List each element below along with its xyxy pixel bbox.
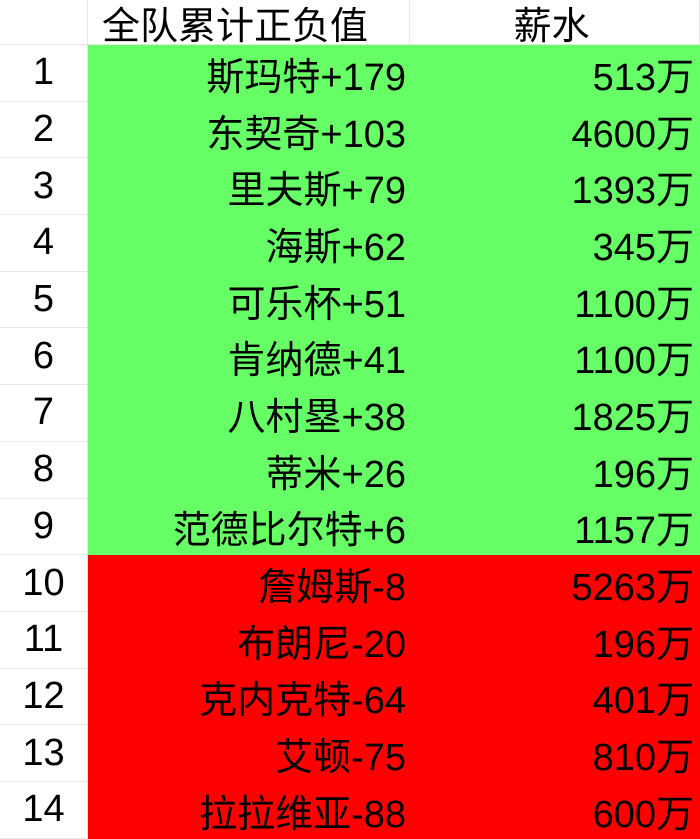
salary-cell[interactable]: 345万 bbox=[410, 215, 700, 272]
table-row: 14 拉拉维亚-88 600万 bbox=[0, 781, 700, 839]
salary-cell[interactable]: 5263万 bbox=[410, 555, 700, 612]
salary-cell[interactable]: 1100万 bbox=[410, 328, 700, 386]
row-number[interactable]: 9 bbox=[0, 498, 88, 556]
table-row: 10 詹姆斯-8 5263万 bbox=[0, 555, 700, 612]
plus-minus-cell[interactable]: 海斯+62 bbox=[88, 215, 410, 272]
table-row: 13 艾顿-75 810万 bbox=[0, 725, 700, 782]
header-row: 全队累计正负值 薪水 bbox=[0, 0, 700, 48]
salary-cell[interactable]: 196万 bbox=[410, 441, 700, 499]
table-row: 8 蒂米+26 196万 bbox=[0, 441, 700, 499]
salary-cell[interactable]: 196万 bbox=[410, 611, 700, 669]
plus-minus-cell[interactable]: 东契奇+103 bbox=[88, 101, 410, 159]
plus-minus-cell[interactable]: 斯玛特+179 bbox=[88, 45, 410, 102]
row-number[interactable]: 10 bbox=[0, 555, 88, 612]
header-plus-minus[interactable]: 全队累计正负值 bbox=[88, 0, 410, 48]
plus-minus-cell[interactable]: 詹姆斯-8 bbox=[88, 555, 410, 612]
plus-minus-cell[interactable]: 可乐杯+51 bbox=[88, 271, 410, 329]
row-number[interactable]: 11 bbox=[0, 611, 88, 669]
salary-cell[interactable]: 1825万 bbox=[410, 385, 700, 442]
plus-minus-cell[interactable]: 克内克特-64 bbox=[88, 668, 410, 726]
plus-minus-cell[interactable]: 艾顿-75 bbox=[88, 725, 410, 782]
table-row: 11 布朗尼-20 196万 bbox=[0, 611, 700, 669]
plus-minus-cell[interactable]: 八村塁+38 bbox=[88, 385, 410, 442]
table-row: 1 斯玛特+179 513万 bbox=[0, 45, 700, 102]
row-number[interactable]: 7 bbox=[0, 385, 88, 442]
table-row: 2 东契奇+103 4600万 bbox=[0, 101, 700, 159]
table-row: 7 八村塁+38 1825万 bbox=[0, 385, 700, 442]
row-number[interactable]: 13 bbox=[0, 725, 88, 782]
plus-minus-cell[interactable]: 肯纳德+41 bbox=[88, 328, 410, 386]
salary-cell[interactable]: 600万 bbox=[410, 781, 700, 839]
row-number[interactable]: 1 bbox=[0, 45, 88, 102]
row-number[interactable]: 2 bbox=[0, 101, 88, 159]
row-number[interactable]: 5 bbox=[0, 271, 88, 329]
table-row: 3 里夫斯+79 1393万 bbox=[0, 158, 700, 216]
row-number[interactable]: 8 bbox=[0, 441, 88, 499]
plus-minus-cell[interactable]: 蒂米+26 bbox=[88, 441, 410, 499]
salary-cell[interactable]: 4600万 bbox=[410, 101, 700, 159]
salary-cell[interactable]: 1100万 bbox=[410, 271, 700, 329]
row-number[interactable]: 6 bbox=[0, 328, 88, 386]
table-row: 5 可乐杯+51 1100万 bbox=[0, 271, 700, 329]
plus-minus-cell[interactable]: 拉拉维亚-88 bbox=[88, 781, 410, 839]
plus-minus-cell[interactable]: 里夫斯+79 bbox=[88, 158, 410, 216]
row-number[interactable]: 14 bbox=[0, 781, 88, 839]
plus-minus-cell[interactable]: 范德比尔特+6 bbox=[88, 498, 410, 556]
salary-cell[interactable]: 401万 bbox=[410, 668, 700, 726]
salary-cell[interactable]: 513万 bbox=[410, 45, 700, 102]
table-row: 12 克内克特-64 401万 bbox=[0, 668, 700, 726]
row-number[interactable]: 12 bbox=[0, 668, 88, 726]
row-number[interactable]: 4 bbox=[0, 215, 88, 272]
table-row: 4 海斯+62 345万 bbox=[0, 215, 700, 272]
row-number[interactable]: 3 bbox=[0, 158, 88, 216]
table-row: 9 范德比尔特+6 1157万 bbox=[0, 498, 700, 556]
corner-cell[interactable] bbox=[0, 0, 88, 45]
plus-minus-cell[interactable]: 布朗尼-20 bbox=[88, 611, 410, 669]
salary-cell[interactable]: 810万 bbox=[410, 725, 700, 782]
table-row: 6 肯纳德+41 1100万 bbox=[0, 328, 700, 386]
salary-cell[interactable]: 1393万 bbox=[410, 158, 700, 216]
salary-cell[interactable]: 1157万 bbox=[410, 498, 700, 556]
header-salary[interactable]: 薪水 bbox=[410, 0, 700, 48]
